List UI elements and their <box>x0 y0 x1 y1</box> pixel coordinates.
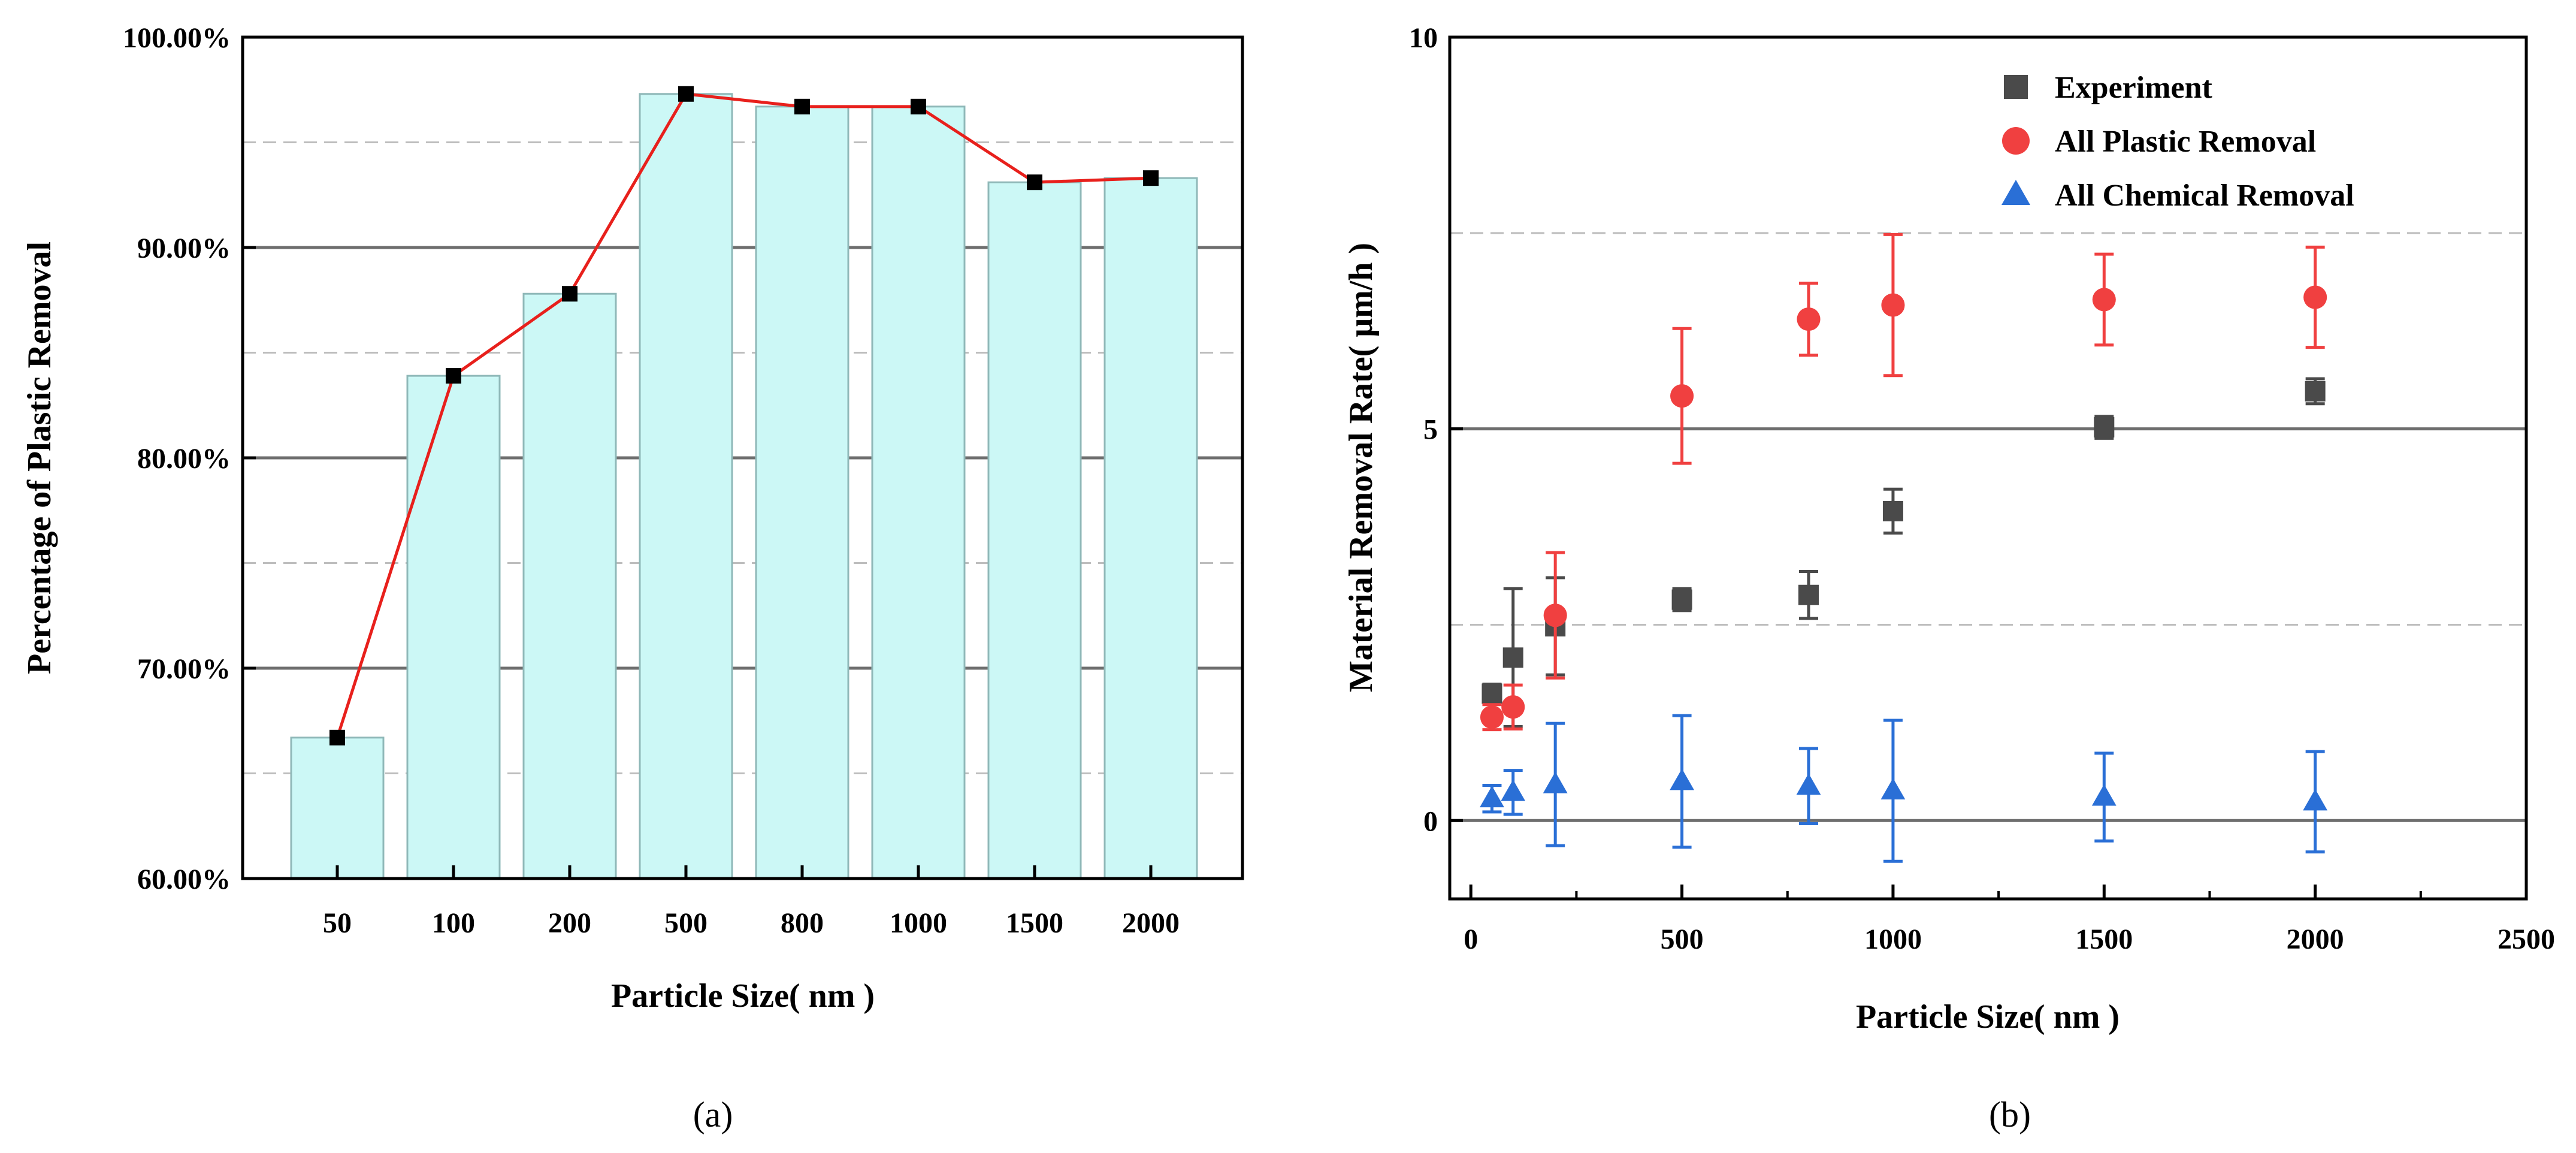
b-series-square <box>1481 377 2326 728</box>
b-point-circle <box>1670 384 1694 408</box>
b-y-tick-label: 10 <box>1409 22 1438 54</box>
b-plot-frame <box>1448 35 2528 901</box>
a-y-tick-label: 70.00% <box>137 653 231 685</box>
b-x-tick-label: 500 <box>1661 923 1704 955</box>
a-bar <box>639 93 733 880</box>
panel-b-scatter-chart: 0 5 10 0 500 1000 1500 2000 2500 Experiment All … <box>1343 22 2555 1134</box>
b-legend: Experiment All Plastic Removal All Chemica… <box>2001 71 2354 213</box>
a-x-tick-label: 500 <box>664 907 708 939</box>
a-line-marker <box>794 98 810 114</box>
a-x-ticks: 50 100 200 500 800 1000 1500 2000 <box>323 865 1180 939</box>
b-x-ticks: 0 500 1000 1500 2000 2500 <box>1464 885 2555 955</box>
b-point-square <box>2305 381 2326 402</box>
panel-a-bar-chart: 60.00% 70.00% 80.00% 90.00% 100.00% 50 100 200… <box>21 22 1244 1134</box>
a-markers <box>329 86 1159 745</box>
a-bar <box>871 105 966 880</box>
b-point-circle <box>2303 285 2327 309</box>
a-line-marker <box>329 729 345 745</box>
b-x-tick-label: 0 <box>1464 923 1478 955</box>
a-x-tick-label: 200 <box>548 907 591 939</box>
b-legend-label: All Plastic Removal <box>2055 125 2316 159</box>
a-trend-line <box>335 92 1151 738</box>
a-bars <box>290 93 1198 880</box>
b-y-tick-label: 0 <box>1423 805 1438 837</box>
b-legend-marker-circle <box>2002 127 2030 155</box>
a-major-gridlines <box>243 246 1242 670</box>
b-major-gridlines <box>1450 427 2526 822</box>
a-y-tick-label: 90.00% <box>137 233 231 264</box>
b-x-tick-label: 1500 <box>2075 923 2133 955</box>
b-legend-label: Experiment <box>2055 71 2213 105</box>
a-x-tick-label: 100 <box>432 907 475 939</box>
b-point-square <box>2094 417 2115 438</box>
a-bar <box>987 181 1082 880</box>
b-point-triangle <box>1480 786 1504 808</box>
b-point-square <box>1502 647 1523 668</box>
b-x-axis-title: Particle Size( nm ) <box>1856 998 2120 1036</box>
a-line-marker <box>1027 174 1042 191</box>
b-series-circle <box>1480 233 2327 732</box>
b-point-square <box>1671 589 1692 610</box>
a-y-axis-title: Percentage of Plastic Removal <box>21 242 58 674</box>
b-y-tick-label: 5 <box>1423 414 1438 446</box>
b-y-axis-title: Material Removal Rate( μm/h ) <box>1343 243 1380 692</box>
b-x-tick-label: 1000 <box>1864 923 1922 955</box>
b-point-triangle <box>1796 773 1821 795</box>
a-bar <box>290 737 385 880</box>
b-y-ticks: 0 5 10 <box>1409 22 1463 837</box>
b-point-square <box>1481 683 1502 704</box>
a-x-axis-title: Particle Size( nm ) <box>611 977 875 1015</box>
b-point-triangle <box>1880 778 1906 800</box>
b-point-triangle <box>2091 784 2117 806</box>
a-y-ticks: 60.00% 70.00% 80.00% 90.00% 100.00% <box>123 22 256 895</box>
a-y-tick-label: 80.00% <box>137 443 231 475</box>
b-point-circle <box>2092 288 2116 312</box>
a-bar <box>755 105 849 880</box>
b-point-circle <box>1480 705 1504 729</box>
a-bar <box>406 375 501 880</box>
b-data-points <box>1480 233 2328 863</box>
b-point-circle <box>1797 307 1821 331</box>
b-panel-caption: (b) <box>1989 1095 2031 1134</box>
b-point-triangle <box>2303 789 2328 811</box>
b-point-triangle <box>1670 768 1694 790</box>
a-x-tick-label: 50 <box>323 907 352 939</box>
b-point-triangle <box>1501 779 1526 801</box>
b-x-tick-label: 2000 <box>2287 923 2344 955</box>
a-line-series <box>335 92 1151 738</box>
a-y-tick-label: 60.00% <box>137 864 231 895</box>
a-x-tick-label: 800 <box>781 907 824 939</box>
b-legend-marker-triangle <box>2001 180 2030 205</box>
a-panel-caption: (a) <box>693 1095 733 1134</box>
b-point-square <box>1882 500 1903 521</box>
a-x-tick-label: 1500 <box>1006 907 1063 939</box>
b-legend-label: All Chemical Removal <box>2055 179 2354 213</box>
a-line-marker <box>911 98 926 114</box>
a-y-tick-label: 100.00% <box>123 22 231 54</box>
b-series-triangle <box>1480 714 2328 863</box>
b-point-square <box>1798 584 1819 605</box>
b-point-circle <box>1501 695 1525 719</box>
b-x-tick-label: 2500 <box>2498 923 2555 955</box>
a-line-marker <box>1143 170 1159 186</box>
b-point-circle <box>1881 293 1905 317</box>
b-minor-gridlines <box>1450 232 2526 626</box>
a-x-tick-label: 2000 <box>1122 907 1180 939</box>
b-legend-marker-square <box>2004 75 2028 99</box>
a-bar <box>522 292 617 880</box>
a-line-marker <box>562 286 578 302</box>
a-line-marker <box>678 86 694 102</box>
a-x-tick-label: 1000 <box>890 907 947 939</box>
b-point-circle <box>1543 603 1567 627</box>
a-bar <box>1103 177 1198 880</box>
a-line-marker <box>446 368 461 384</box>
b-point-triangle <box>1543 771 1568 793</box>
